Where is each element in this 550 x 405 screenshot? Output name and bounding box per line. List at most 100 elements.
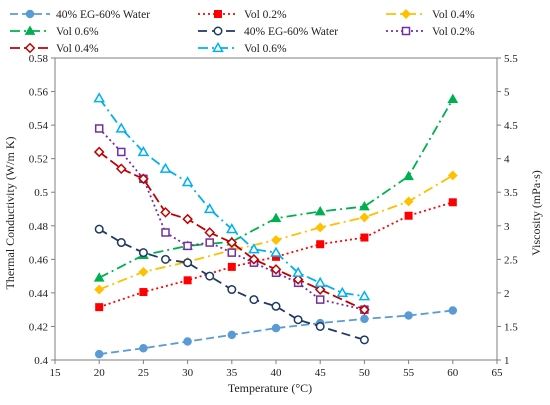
data-point: [116, 238, 126, 248]
data-point: [204, 227, 216, 238]
data-point: [292, 274, 304, 285]
data-point: [139, 344, 148, 353]
y2-tick-label: 3: [504, 221, 510, 233]
legend-marker: [25, 9, 35, 19]
y2-tick-label: 3.5: [504, 187, 518, 199]
series-2: [95, 198, 457, 312]
y2-axis-title: Viscosity (mPa·s): [529, 170, 543, 256]
x-tick-label: 50: [359, 367, 371, 379]
x-tick-label: 45: [315, 367, 327, 379]
data-point: [93, 146, 105, 158]
data-point: [271, 301, 281, 311]
x-tick-label: 60: [447, 367, 459, 379]
data-point: [94, 224, 104, 234]
legend-item-2: Vol 0.2%: [198, 9, 287, 21]
x-tick-label: 35: [226, 367, 238, 379]
y-tick-label: 0.48: [29, 221, 49, 233]
data-point: [203, 202, 216, 214]
data-point: [138, 248, 148, 258]
data-point: [160, 207, 171, 218]
y2-tick-label: 2.5: [504, 254, 518, 266]
plot-frame: [54, 57, 498, 361]
y2-tick-label: 1.5: [504, 321, 518, 333]
y2-tick-label: 4.5: [504, 120, 518, 132]
y2-tick-label: 4: [504, 154, 510, 166]
data-point: [249, 295, 259, 305]
data-point: [270, 246, 282, 257]
x-tick-label: 65: [492, 367, 504, 379]
data-point: [226, 237, 238, 248]
legend-marker: [213, 26, 223, 36]
data-point: [404, 211, 413, 220]
y2-tick-label: 2: [504, 288, 510, 300]
data-point: [139, 288, 148, 297]
data-point: [115, 163, 127, 175]
data-point: [227, 330, 237, 340]
data-point: [94, 124, 104, 133]
data-point: [315, 321, 325, 331]
data-point: [94, 284, 105, 295]
legend: 40% EG-60% Water Vol 0.2% Vol 0.4% Vol 0.6%…: [10, 9, 475, 55]
data-point: [93, 272, 105, 282]
x-tick-label: 20: [94, 367, 106, 379]
data-point: [115, 122, 128, 133]
data-point: [183, 258, 193, 268]
legend-label: 40% EG-60% Water: [56, 9, 150, 21]
data-point: [359, 200, 370, 211]
y-tick-label: 0.42: [29, 321, 48, 333]
legend-marker: [401, 26, 411, 36]
data-point: [314, 284, 326, 295]
data-point: [159, 162, 172, 173]
data-point: [205, 271, 215, 281]
data-point: [336, 286, 349, 298]
data-point: [360, 233, 369, 242]
data-point: [183, 337, 192, 346]
legend-label: Vol 0.4%: [56, 43, 99, 55]
data-point: [161, 228, 170, 237]
data-point: [270, 212, 282, 223]
y-tick-label: 0.4: [34, 355, 48, 367]
data-point: [403, 170, 414, 181]
data-point: [226, 223, 238, 234]
x-tick-label: 55: [403, 367, 415, 379]
data-point: [314, 276, 326, 287]
x-axis-title: Temperature (°C): [228, 381, 312, 395]
legend-label: Vol 0.6%: [56, 26, 99, 38]
legend-label: Vol 0.6%: [244, 43, 287, 55]
data-point: [227, 285, 237, 295]
data-point: [93, 92, 105, 103]
data-point: [248, 254, 260, 265]
x-tick-label: 25: [138, 367, 150, 379]
plot-area: 15 20 25 30 35 40 45 50 55 60 650.40.420.440.460.4…: [29, 53, 519, 379]
data-point: [448, 306, 458, 315]
data-point: [117, 147, 126, 157]
data-point: [94, 349, 104, 359]
y2-tick-label: 5.5: [504, 53, 518, 65]
data-point: [404, 311, 413, 320]
data-point: [227, 248, 237, 257]
data-point: [359, 212, 370, 223]
y-tick-label: 0.52: [29, 154, 48, 166]
y-tick-label: 0.58: [29, 53, 49, 65]
legend-marker: [24, 25, 36, 35]
data-point: [161, 254, 170, 264]
data-point: [182, 213, 193, 225]
legend-item-8: Vol 0.6%: [198, 41, 287, 55]
legend-label: Vol 0.2%: [432, 26, 475, 38]
legend-item-7: Vol 0.4%: [10, 42, 99, 55]
data-point: [183, 276, 192, 285]
y-tick-label: 0.46: [29, 254, 49, 266]
data-point: [138, 173, 149, 185]
y2-tick-label: 5: [504, 87, 510, 99]
data-point: [293, 315, 303, 325]
legend-item-4: Vol 0.6%: [10, 25, 99, 38]
x-tick-label: 30: [182, 367, 194, 379]
data-point: [248, 243, 260, 254]
legend-marker: [214, 10, 222, 18]
legend-marker: [401, 9, 411, 19]
series-6: [94, 124, 369, 314]
legend-label: Vol 0.4%: [432, 9, 475, 21]
data-point: [447, 93, 459, 103]
legend-item-5: 40% EG-60% Water: [198, 26, 338, 38]
data-point: [227, 262, 236, 271]
